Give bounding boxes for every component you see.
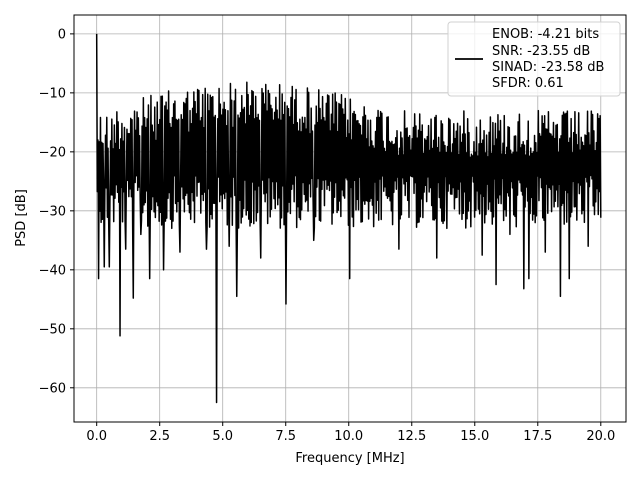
y-tick-label: −60 <box>39 381 66 396</box>
y-tick-label: −50 <box>39 322 66 337</box>
x-ticks: 0.0 2.5 5.0 7.5 10.0 12.5 15.0 17.5 20.0 <box>86 422 615 444</box>
legend-box <box>447 21 621 97</box>
y-axis-label: PSD [dB] <box>14 189 29 247</box>
legend-line-snr: SNR: -23.55 dB <box>492 44 590 59</box>
x-tick-label: 15.0 <box>460 429 489 444</box>
series-layer <box>95 33 602 404</box>
x-tick-label: 20.0 <box>586 429 615 444</box>
legend-line-sinad: SINAD: -23.58 dB <box>492 60 604 75</box>
y-ticks: 0 −10 −20 −30 −40 −50 −60 <box>39 27 74 396</box>
legend-line-enob: ENOB: -4.21 bits <box>492 27 599 42</box>
x-tick-label: 10.0 <box>334 429 363 444</box>
y-tick-label: −10 <box>39 86 66 101</box>
y-tick-label: −20 <box>39 145 66 160</box>
axes-frame <box>73 14 627 423</box>
x-tick-label: 12.5 <box>397 429 426 444</box>
x-tick-label: 5.0 <box>212 429 233 444</box>
x-tick-label: 7.5 <box>275 429 296 444</box>
y-tick-label: 0 <box>58 27 66 42</box>
legend: ENOB: -4.21 bits SNR: -23.55 dB SINAD: -… <box>447 21 621 97</box>
x-axis-label: Frequency [MHz] <box>295 451 404 466</box>
x-tick-label: 2.5 <box>149 429 170 444</box>
x-tick-label: 0.0 <box>86 429 107 444</box>
y-tick-label: −40 <box>39 263 66 278</box>
series-line <box>95 33 602 404</box>
legend-line-sfdr: SFDR: 0.61 <box>492 76 564 91</box>
y-tick-label: −30 <box>39 204 66 219</box>
x-tick-label: 17.5 <box>523 429 552 444</box>
